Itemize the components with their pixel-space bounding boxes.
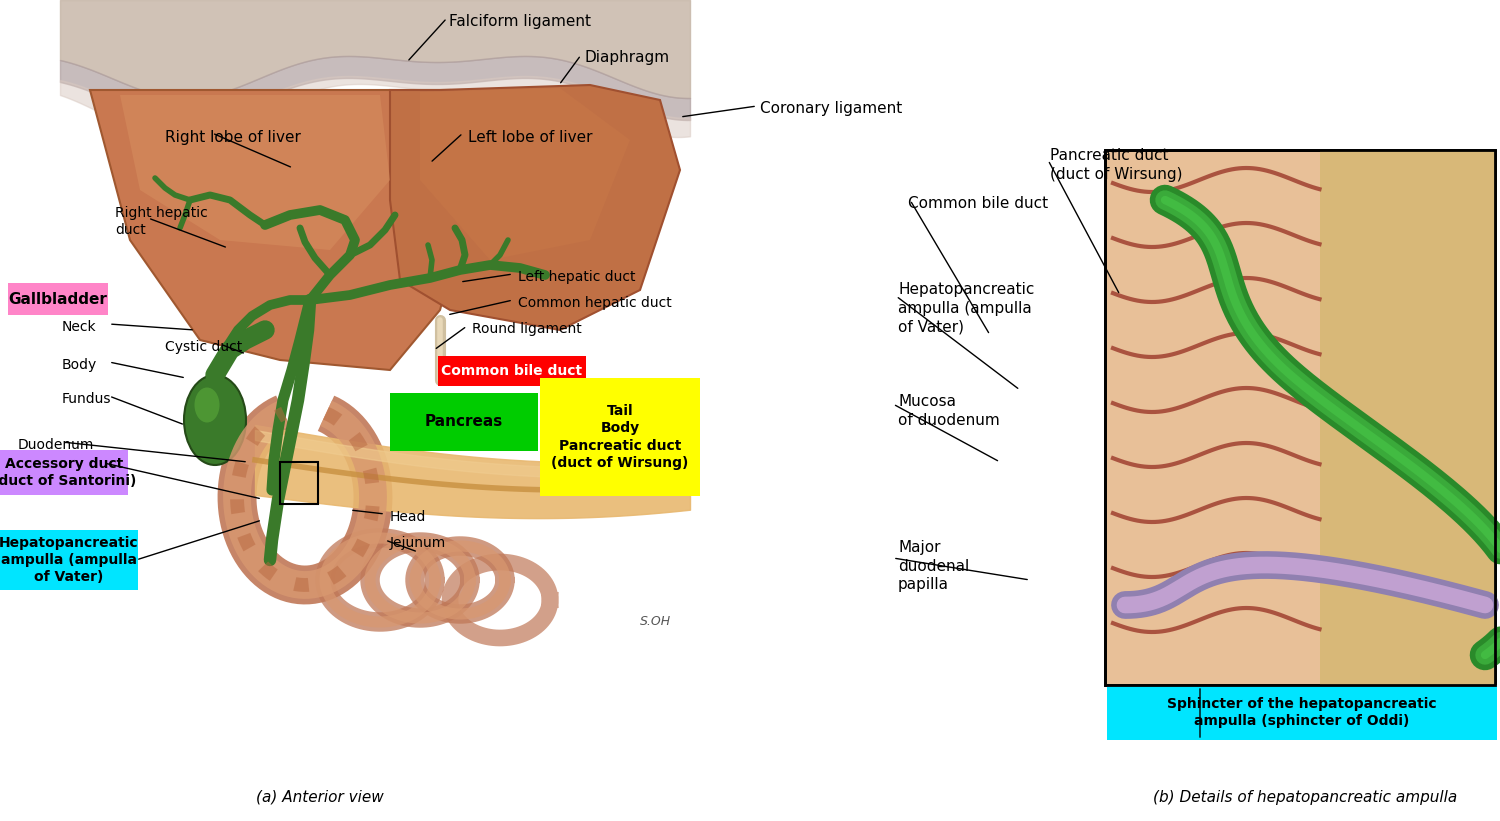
Bar <box>438 356 586 386</box>
Text: Major
duodenal
papilla: Major duodenal papilla <box>898 540 969 592</box>
Text: (a) Anterior view: (a) Anterior view <box>256 790 384 805</box>
Bar <box>8 283 108 315</box>
Text: Cystic duct: Cystic duct <box>165 340 243 354</box>
Polygon shape <box>90 90 470 370</box>
Text: Falciform ligament: Falciform ligament <box>448 14 591 29</box>
Bar <box>390 393 538 451</box>
Bar <box>280 462 318 504</box>
Text: Fundus: Fundus <box>62 392 111 406</box>
Text: Neck: Neck <box>62 320 96 334</box>
Text: Mucosa
of duodenum: Mucosa of duodenum <box>898 394 999 428</box>
Bar <box>1107 685 1497 740</box>
Polygon shape <box>420 88 630 260</box>
Bar <box>540 378 700 496</box>
Text: Jejunum: Jejunum <box>390 536 447 550</box>
Text: Duodenum: Duodenum <box>18 438 94 452</box>
Bar <box>1106 150 1496 685</box>
Polygon shape <box>390 85 680 330</box>
Text: Head: Head <box>390 510 426 524</box>
Text: Accessory duct
(duct of Santorini): Accessory duct (duct of Santorini) <box>0 456 136 488</box>
Text: Pancreatic duct
(duct of Wirsung): Pancreatic duct (duct of Wirsung) <box>1050 148 1182 181</box>
Text: Left hepatic duct: Left hepatic duct <box>518 270 636 284</box>
Bar <box>1106 150 1496 685</box>
Bar <box>0 450 128 495</box>
Text: Gallbladder: Gallbladder <box>9 291 108 306</box>
Text: Sphincter of the hepatopancreatic
ampulla (sphincter of Oddi): Sphincter of the hepatopancreatic ampull… <box>1167 697 1437 728</box>
Text: (b) Details of hepatopancreatic ampulla: (b) Details of hepatopancreatic ampulla <box>1154 790 1456 805</box>
Text: Right lobe of liver: Right lobe of liver <box>165 130 302 145</box>
Text: Coronary ligament: Coronary ligament <box>760 101 903 116</box>
Ellipse shape <box>184 375 246 465</box>
Bar <box>0 530 138 590</box>
Polygon shape <box>120 95 390 250</box>
Text: S.OH: S.OH <box>640 615 670 628</box>
Bar <box>1320 150 1496 685</box>
Text: Left lobe of liver: Left lobe of liver <box>468 130 592 145</box>
Text: Common bile duct: Common bile duct <box>441 364 582 378</box>
Text: Diaphragm: Diaphragm <box>584 50 669 65</box>
Text: Tail
Body
Pancreatic duct
(duct of Wirsung): Tail Body Pancreatic duct (duct of Wirsu… <box>552 404 688 470</box>
Text: Right hepatic
duct: Right hepatic duct <box>116 206 207 237</box>
Text: Common bile duct: Common bile duct <box>908 196 1048 211</box>
Text: Common hepatic duct: Common hepatic duct <box>518 296 672 310</box>
Text: Hepatopancreatic
ampulla (ampulla
of Vater): Hepatopancreatic ampulla (ampulla of Vat… <box>0 535 140 585</box>
Text: Body: Body <box>62 358 98 372</box>
Text: Hepatopancreatic
ampulla (ampulla
of Vater): Hepatopancreatic ampulla (ampulla of Vat… <box>898 282 1035 334</box>
Text: Round ligament: Round ligament <box>472 322 582 336</box>
Ellipse shape <box>195 388 219 423</box>
Text: Pancreas: Pancreas <box>424 415 502 429</box>
